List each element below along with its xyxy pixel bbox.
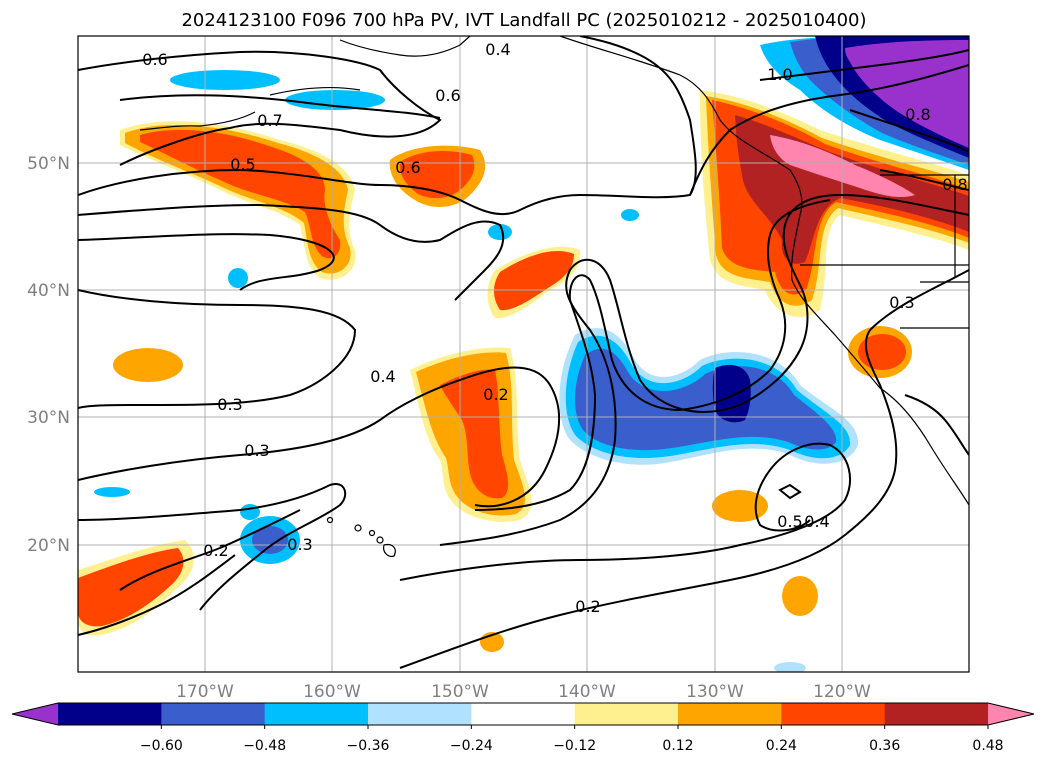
anomaly-positive-small-c xyxy=(712,490,768,522)
anomaly-negative-small-d xyxy=(228,268,248,288)
contour-label: 0.7 xyxy=(257,111,282,130)
anomaly-negative-small-f xyxy=(240,504,260,520)
anomaly-positive-small-b-core xyxy=(858,334,906,370)
contour-label: 0.3 xyxy=(287,535,312,554)
anomaly-negative-small-h xyxy=(488,224,512,240)
anomaly-negative-central-core xyxy=(712,364,751,423)
lon-label: 150°W xyxy=(431,682,489,702)
anomaly-negative-small-a-core xyxy=(252,526,288,554)
anomaly-positive-small-a xyxy=(113,348,183,382)
colorbar-tick-label: −0.12 xyxy=(553,738,596,754)
colorbar-tick-label: −0.60 xyxy=(140,738,183,754)
colorbar-segment xyxy=(574,703,679,725)
contour-label: 0.4 xyxy=(485,40,510,59)
lat-label: 40°N xyxy=(27,281,70,301)
colorbar-segment xyxy=(471,703,576,725)
lon-label: 120°W xyxy=(813,682,871,702)
contour-label: 0.2 xyxy=(203,541,228,560)
coastlines xyxy=(139,36,969,506)
contour-label: 0.3 xyxy=(889,293,914,312)
map-panel: 0.6 0.4 0.6 0.7 0.5 0.6 1.0 0.8 0.8 0.3 … xyxy=(78,36,969,672)
contour-label: 0.3 xyxy=(244,441,269,460)
lat-label: 50°N xyxy=(27,154,70,174)
colorbar-tick-label: −0.36 xyxy=(347,738,390,754)
figure-title: 2024123100 F096 700 hPa PV, IVT Landfall… xyxy=(181,10,866,31)
lon-label: 130°W xyxy=(686,682,744,702)
contour-label: 0.4 xyxy=(804,512,829,531)
colorbar-extend-low xyxy=(12,703,58,725)
contour-label: 0.6 xyxy=(142,50,167,69)
colorbar-extend-high xyxy=(988,703,1034,725)
anomaly-negative-small-i xyxy=(774,662,806,672)
lat-label: 20°N xyxy=(27,536,70,556)
colorbar-tick-label: −0.24 xyxy=(450,738,493,754)
contour-label: 1.0 xyxy=(767,65,792,84)
contour-labels: 0.6 0.4 0.6 0.7 0.5 0.6 1.0 0.8 0.8 0.3 … xyxy=(142,40,967,616)
colorbar-tick-label: −0.48 xyxy=(243,738,286,754)
anomaly-negative-small-e xyxy=(94,487,130,497)
contour-label: 0.5 xyxy=(230,155,255,174)
contour-label: 0.5 xyxy=(777,512,802,531)
colorbar: −0.60 −0.48 −0.36 −0.24 −0.12 0.12 0.24 0.36 0.4… xyxy=(11,702,1035,754)
lon-label: 160°W xyxy=(303,682,361,702)
contour-label: 0.6 xyxy=(435,86,460,105)
anomaly-negative-small-b xyxy=(170,70,280,90)
colorbar-tick-label: 0.48 xyxy=(972,738,1003,754)
hawaiian-islands xyxy=(326,516,396,557)
anomaly-negative-central-strong xyxy=(574,348,837,451)
colorbar-segment xyxy=(884,703,989,725)
lon-label: 170°W xyxy=(176,682,234,702)
contour-label: 0.2 xyxy=(483,385,508,404)
contour-label: 0.3 xyxy=(217,395,242,414)
anomaly-positive-southwest-core xyxy=(78,548,184,627)
colorbar-tick-label: 0.12 xyxy=(662,738,693,754)
colorbar-segment xyxy=(161,703,266,725)
colorbar-tick-label: 0.36 xyxy=(869,738,900,754)
contour-label: 0.2 xyxy=(575,597,600,616)
lat-label: 30°N xyxy=(27,408,70,428)
colorbar-segment xyxy=(368,703,472,725)
map-frame xyxy=(77,35,970,673)
anomaly-negative-small-g xyxy=(621,209,639,221)
pv-contours xyxy=(78,36,969,669)
contour-label: 0.8 xyxy=(942,175,967,194)
anomaly-positive-mid-core xyxy=(494,251,574,311)
lon-label: 140°W xyxy=(558,682,616,702)
colorbar-segment xyxy=(781,703,886,725)
colorbar-segment xyxy=(58,703,162,725)
contour-label: 0.4 xyxy=(370,367,395,386)
colorbar-outline xyxy=(11,702,1035,726)
anomaly-negative-alaska-peak xyxy=(845,40,969,148)
colorbar-tick-label: 0.24 xyxy=(766,738,797,754)
latitude-labels: 50°N 40°N 30°N 20°N xyxy=(27,154,70,556)
contour-label: 0.8 xyxy=(905,105,930,124)
colorbar-segment xyxy=(678,703,782,725)
anomaly-negative-small-c xyxy=(285,90,385,110)
colorbar-segment xyxy=(264,703,369,725)
contour-label: 0.6 xyxy=(395,158,420,177)
anomaly-positive-subtropical-core xyxy=(440,369,509,499)
anomaly-positive-north-core xyxy=(140,129,341,259)
longitude-labels: 170°W 160°W 150°W 140°W 130°W 120°W xyxy=(176,682,871,702)
anomaly-positive-small-d xyxy=(782,576,818,616)
